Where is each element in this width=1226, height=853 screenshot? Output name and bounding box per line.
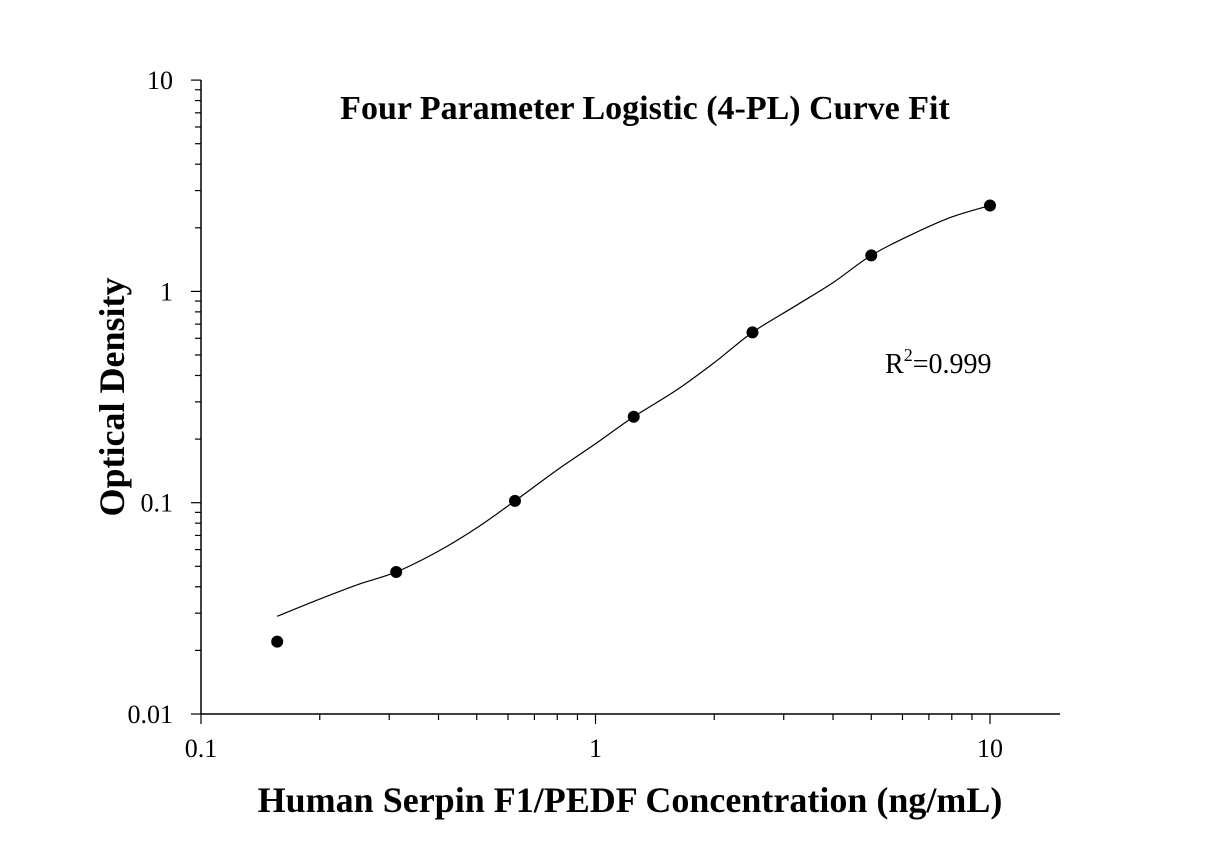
y-tick-label: 10 — [147, 66, 173, 95]
x-tick-label: 0.1 — [185, 734, 218, 763]
y-tick-label: 0.01 — [128, 700, 174, 729]
r-squared-base: R — [885, 349, 904, 380]
y-tick-label: 0.1 — [141, 489, 174, 518]
y-tick-label: 1 — [160, 277, 173, 306]
r-squared-annotation: R2=0.999 — [885, 345, 991, 380]
y-axis-ticks: 0.01 0.1 1 10 — [128, 66, 201, 729]
data-point — [984, 199, 996, 212]
r-squared-value: =0.999 — [913, 349, 992, 380]
data-point — [508, 494, 521, 507]
data-point — [865, 249, 878, 262]
r-squared-superscript: 2 — [904, 345, 913, 365]
data-points — [271, 199, 996, 648]
data-point — [746, 326, 759, 339]
data-point — [390, 565, 403, 578]
data-point — [271, 635, 284, 648]
x-axis-ticks: 0.1 1 10 — [185, 714, 1003, 763]
x-tick-label: 1 — [589, 734, 602, 763]
x-tick-label: 10 — [977, 734, 1003, 763]
chart-title: Four Parameter Logistic (4-PL) Curve Fit — [340, 90, 950, 127]
plot-area: 0.1 1 10 0.01 0.1 1 10 — [128, 66, 1060, 763]
y-axis-title: Optical Density — [92, 278, 132, 517]
x-axis-title: Human Serpin F1/PEDF Concentration (ng/m… — [258, 780, 1003, 820]
data-point — [627, 410, 640, 423]
